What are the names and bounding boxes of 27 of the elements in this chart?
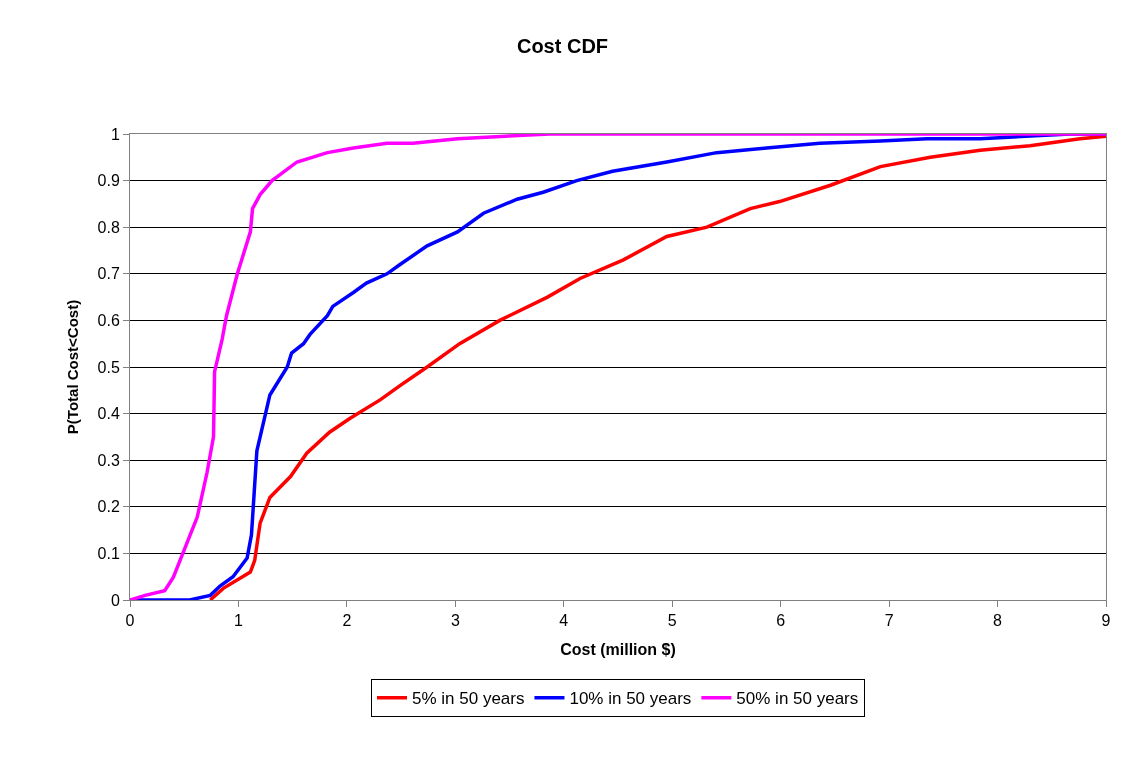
x-tick-label: 5 (667, 612, 677, 630)
x-tick-label: 4 (559, 612, 569, 630)
x-tick-label: 9 (1101, 612, 1111, 630)
y-tick-label: 0.3 (97, 451, 120, 469)
y-tick-label: 1 (110, 125, 120, 143)
y-tick-label: 0.2 (97, 498, 120, 516)
y-tick-label: 0.8 (97, 218, 120, 236)
y-tick-label: 0 (110, 591, 120, 609)
y-tick-label: 0.4 (97, 405, 120, 423)
x-tick-label: 6 (776, 612, 786, 630)
x-tick-label: 1 (233, 612, 243, 630)
y-tick-label: 0.7 (97, 265, 120, 283)
legend-label: 50% in 50 years (736, 689, 859, 709)
y-axis-title: P(Total Cost<Cost) (63, 299, 81, 435)
legend-label: 10% in 50 years (569, 689, 692, 709)
y-tick-label: 0.6 (97, 312, 120, 329)
x-tick-label: 2 (342, 612, 352, 630)
x-axis-title: Cost (million $) (560, 640, 676, 658)
y-tick-label: 0.9 (97, 172, 120, 190)
x-tick-label: 8 (993, 612, 1003, 630)
x-tick-label: 3 (450, 612, 460, 630)
y-tick-label: 0.1 (97, 545, 120, 562)
x-tick-label: 7 (884, 612, 894, 630)
legend-label: 5% in 50 years (412, 689, 525, 709)
y-tick-label: 0.5 (97, 358, 120, 376)
chart-title: Cost CDF (516, 34, 609, 57)
x-tick-label: 0 (125, 612, 135, 630)
